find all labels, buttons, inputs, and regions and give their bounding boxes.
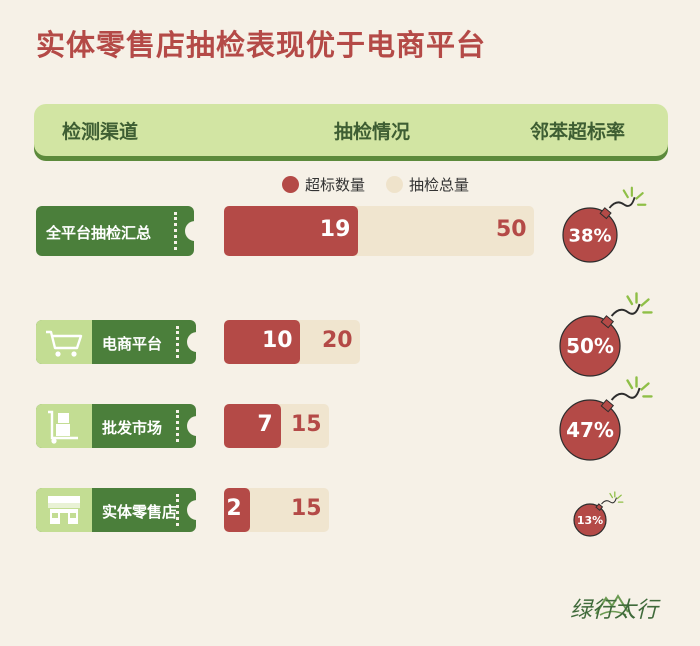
bar-exceed-value-0: 19 (319, 217, 351, 242)
bar-exceed-value-3: 2 (226, 496, 242, 521)
ticket-perforation (176, 494, 179, 526)
ticket-notch (187, 416, 207, 436)
ticket-notch (187, 332, 207, 352)
legend-total-swatch (386, 176, 403, 193)
table-header: 检测渠道 抽检情况 邻苯超标率 (34, 104, 668, 156)
row-label-2: 批发市场 (36, 404, 207, 448)
bar-total-value-3: 15 (291, 496, 322, 521)
row-label-text: 实体零售店 (102, 503, 178, 521)
ticket-perforation (174, 212, 177, 250)
row-label-0: 全平台抽检汇总 (36, 206, 205, 256)
ticket-perforation (176, 326, 179, 358)
rate-value-1: 50% (566, 334, 614, 358)
ticket-perforation (176, 410, 179, 442)
bar-total-value-1: 20 (322, 328, 353, 353)
page-title: 实体零售店抽检表现优于电商平台 (36, 28, 487, 62)
legend-total-label: 抽检总量 (409, 176, 470, 194)
bomb-icon-2: 47% (559, 376, 653, 461)
header-channel: 检测渠道 (62, 121, 139, 143)
rate-value-0: 38% (568, 225, 611, 246)
header-rate: 邻苯超标率 (530, 121, 626, 143)
logo-mountain-icon (595, 594, 629, 616)
bar-exceed-value-1: 10 (262, 328, 293, 353)
hand-truck-icon (36, 404, 92, 448)
row-label-text: 批发市场 (102, 419, 163, 437)
header-result: 抽检情况 (334, 121, 411, 143)
bar-exceed-2 (224, 404, 282, 448)
rate-value-2: 47% (566, 418, 614, 442)
bar-total-value-2: 15 (291, 412, 322, 437)
bar-total-value-0: 50 (496, 217, 527, 242)
bar-exceed-3 (224, 488, 251, 532)
row-label-3: 实体零售店 (36, 488, 207, 532)
rate-value-3: 13% (577, 514, 603, 527)
legend-exceed-swatch (282, 176, 299, 193)
bar-exceed-value-2: 7 (257, 412, 273, 437)
bomb-icon-3: 13% (573, 491, 624, 537)
legend-exceed-label: 超标数量 (305, 176, 366, 194)
shopping-cart-icon (36, 320, 92, 364)
bar-exceed-0 (224, 206, 358, 256)
row-label-text: 全平台抽检汇总 (46, 224, 152, 242)
logo-text: 绿行太行 (570, 598, 659, 623)
bomb-icon-0: 38% (562, 186, 647, 263)
ticket-notch (187, 500, 207, 520)
bar-exceed-1 (224, 320, 300, 364)
row-label-text: 电商平台 (102, 335, 163, 353)
ticket-notch (185, 221, 205, 241)
bomb-icon-1: 50% (559, 292, 653, 377)
legend-total: 抽检总量 (386, 174, 469, 195)
row-label-1: 电商平台 (36, 320, 207, 364)
legend-exceed: 超标数量 (282, 174, 365, 195)
store-icon (36, 488, 92, 532)
